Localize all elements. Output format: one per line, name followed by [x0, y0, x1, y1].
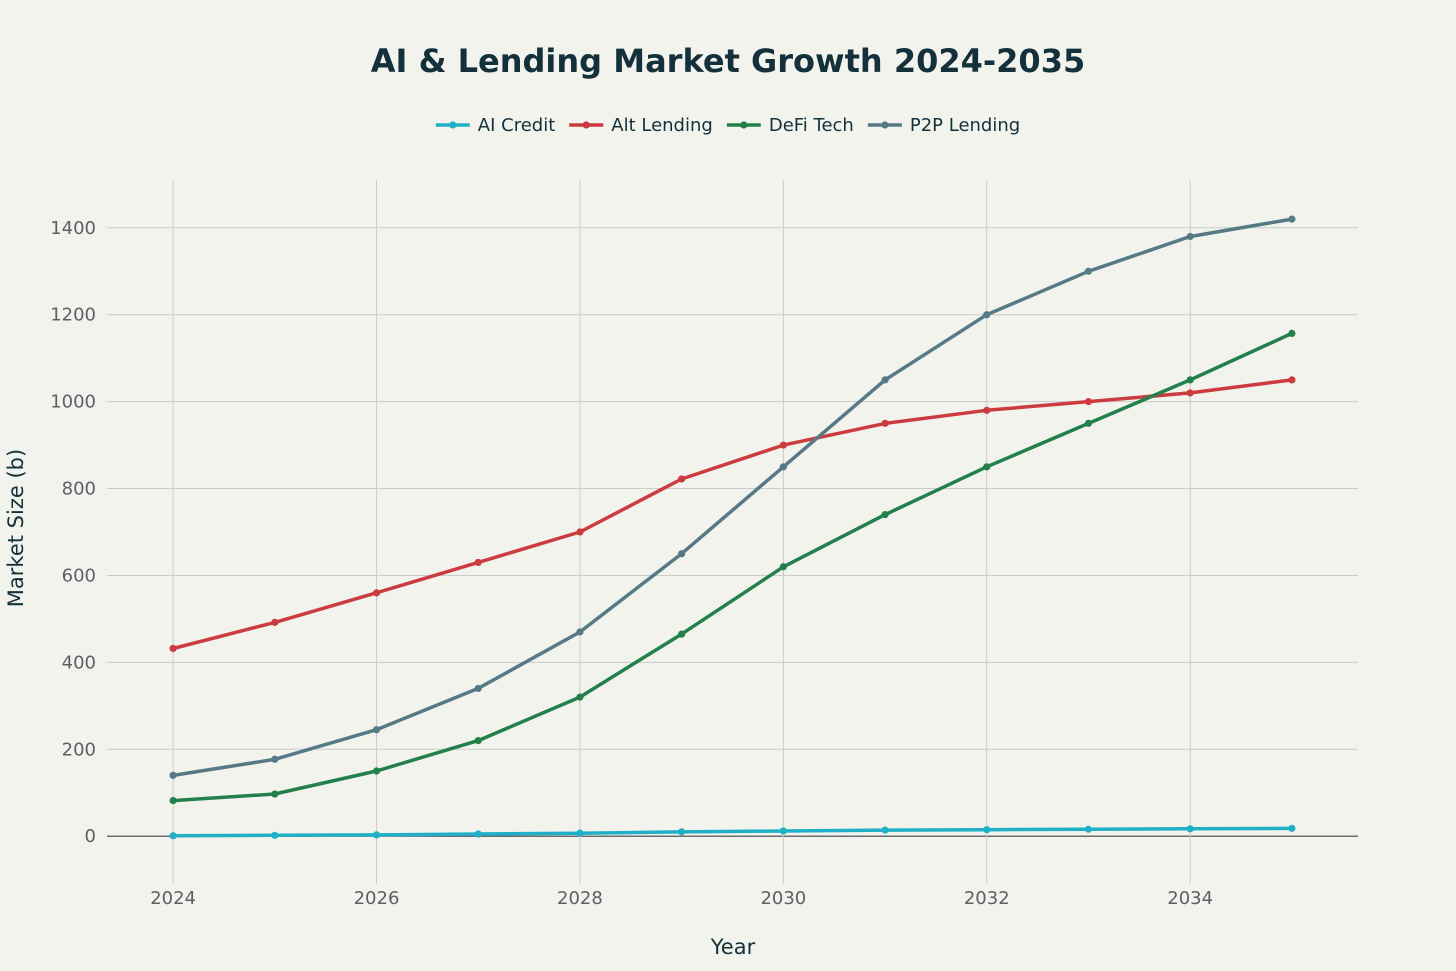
data-point — [678, 630, 686, 638]
data-point — [983, 463, 991, 471]
data-point — [1186, 825, 1194, 833]
data-point — [474, 830, 482, 838]
chart-title: AI & Lending Market Growth 2024-2035 — [371, 42, 1085, 80]
y-tick-label: 200 — [62, 739, 96, 760]
legend-swatch-marker — [582, 121, 590, 129]
y-axis-title: Market Size (b) — [4, 449, 28, 607]
data-point — [1288, 329, 1296, 338]
data-point — [169, 644, 177, 653]
data-point — [881, 826, 889, 834]
data-point — [271, 755, 279, 763]
data-point — [1186, 389, 1194, 397]
data-point — [678, 550, 686, 558]
legend-label: P2P Lending — [910, 115, 1020, 136]
data-point — [576, 829, 584, 837]
legend-item-ai-credit: AI Credit — [435, 115, 555, 136]
series-layer — [169, 215, 1296, 840]
x-axis-title: Year — [710, 935, 756, 959]
x-tick-label: 2028 — [557, 888, 603, 909]
x-tick-label: 2024 — [150, 888, 196, 909]
legend-label: DeFi Tech — [769, 115, 854, 136]
data-point — [1084, 419, 1093, 427]
data-point — [1186, 376, 1194, 384]
legend-swatch-marker — [449, 121, 457, 129]
y-tick-label: 400 — [62, 652, 96, 673]
y-tick-label: 600 — [62, 565, 96, 586]
x-tick-label: 2032 — [964, 888, 1010, 909]
legend-swatch-marker — [881, 121, 889, 129]
x-axis-ticks: 2024 2026 2028 2030 2032 2034 — [150, 888, 1213, 909]
x-tick-label: 2034 — [1167, 888, 1213, 909]
y-tick-label: 0 — [85, 826, 96, 847]
legend-swatch-marker — [740, 121, 748, 129]
data-point — [881, 419, 889, 427]
series-line — [171, 826, 1294, 838]
data-point — [474, 684, 482, 693]
data-point — [1288, 376, 1296, 384]
x-tick-label: 2026 — [354, 888, 400, 909]
data-point — [1288, 215, 1296, 223]
data-point — [779, 463, 787, 471]
data-point — [474, 736, 482, 745]
data-point — [474, 558, 482, 567]
legend-item-p2p-lending: P2P Lending — [867, 115, 1020, 136]
series-line — [171, 331, 1294, 803]
data-point — [271, 790, 279, 798]
series-defi-tech — [169, 329, 1296, 805]
data-point — [372, 589, 381, 597]
y-tick-label: 1400 — [50, 218, 96, 239]
data-point — [169, 832, 177, 840]
y-tick-label: 1000 — [50, 392, 96, 413]
y-tick-label: 1200 — [50, 305, 96, 326]
legend-label: AI Credit — [478, 115, 555, 136]
data-point — [1084, 267, 1093, 275]
data-point — [983, 826, 991, 834]
y-tick-label: 800 — [62, 479, 96, 500]
data-point — [678, 475, 686, 483]
legend: AI Credit Alt Lending DeFi Tech P2P Lending — [435, 115, 1020, 136]
data-point — [576, 528, 584, 536]
series-line — [171, 217, 1294, 778]
data-point — [372, 767, 381, 775]
data-point — [372, 831, 381, 839]
data-point — [678, 828, 686, 836]
series-p2p-lending — [169, 215, 1296, 779]
data-point — [881, 376, 889, 384]
data-point — [1288, 824, 1296, 832]
series-ai-credit — [169, 824, 1296, 840]
data-point — [1084, 398, 1093, 406]
y-axis-ticks: 0 200 400 600 800 1000 1200 1400 — [50, 218, 96, 847]
grid — [107, 180, 1358, 884]
data-point — [779, 441, 787, 449]
data-point — [983, 406, 991, 414]
data-point — [1186, 232, 1194, 241]
series-line — [171, 378, 1294, 651]
legend-label: Alt Lending — [611, 115, 713, 136]
data-point — [983, 311, 991, 319]
data-point — [169, 771, 177, 779]
data-point — [576, 628, 584, 636]
data-point — [169, 796, 177, 805]
x-tick-label: 2030 — [760, 888, 806, 909]
data-point — [1084, 825, 1093, 833]
series-alt-lending — [169, 376, 1296, 653]
legend-item-alt-lending: Alt Lending — [569, 115, 713, 136]
data-point — [372, 726, 381, 734]
data-point — [779, 563, 787, 571]
data-point — [881, 511, 889, 519]
legend-item-defi-tech: DeFi Tech — [726, 115, 854, 136]
data-point — [271, 831, 279, 839]
data-point — [779, 827, 787, 835]
data-point — [576, 693, 584, 701]
data-point — [271, 618, 279, 626]
